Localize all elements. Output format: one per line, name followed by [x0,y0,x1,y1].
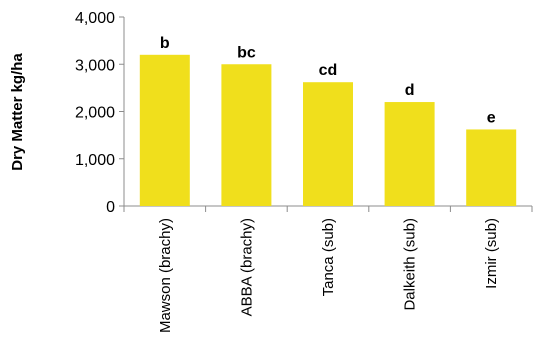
category-labels: Mawson (brachy) ABBA (brachy) Tanca (sub) D… [123,206,533,333]
y-axis-ticks: 0 1,000 2,000 3,000 4,000 [75,10,124,216]
category-label: Tanca (sub) [320,218,337,296]
bar [303,82,353,206]
bar [384,102,435,206]
category-label: Izmir (sub) [483,218,500,289]
y-tick-label: 0 [106,199,115,216]
bar-data-label: e [487,109,496,126]
y-axis-title: Dry Matter kg/ha [9,53,26,171]
category-label: ABBA (brachy) [238,218,255,316]
category-label: Mawson (brachy) [157,218,174,333]
bar [221,64,272,206]
bar-data-label: bc [237,44,256,61]
y-tick-label: 2,000 [75,105,115,122]
bar-data-label: d [405,82,415,99]
bar-data-label: b [160,35,170,52]
data-labels: b bc cd d e [160,35,496,127]
y-tick-label: 1,000 [75,152,115,169]
bar [139,54,190,206]
bar [466,129,517,206]
y-tick-label: 4,000 [75,10,115,27]
y-tick-label: 3,000 [75,57,115,74]
category-label: Dalkeith (sub) [402,218,419,311]
bars [139,54,517,206]
bar-data-label: cd [319,62,338,79]
